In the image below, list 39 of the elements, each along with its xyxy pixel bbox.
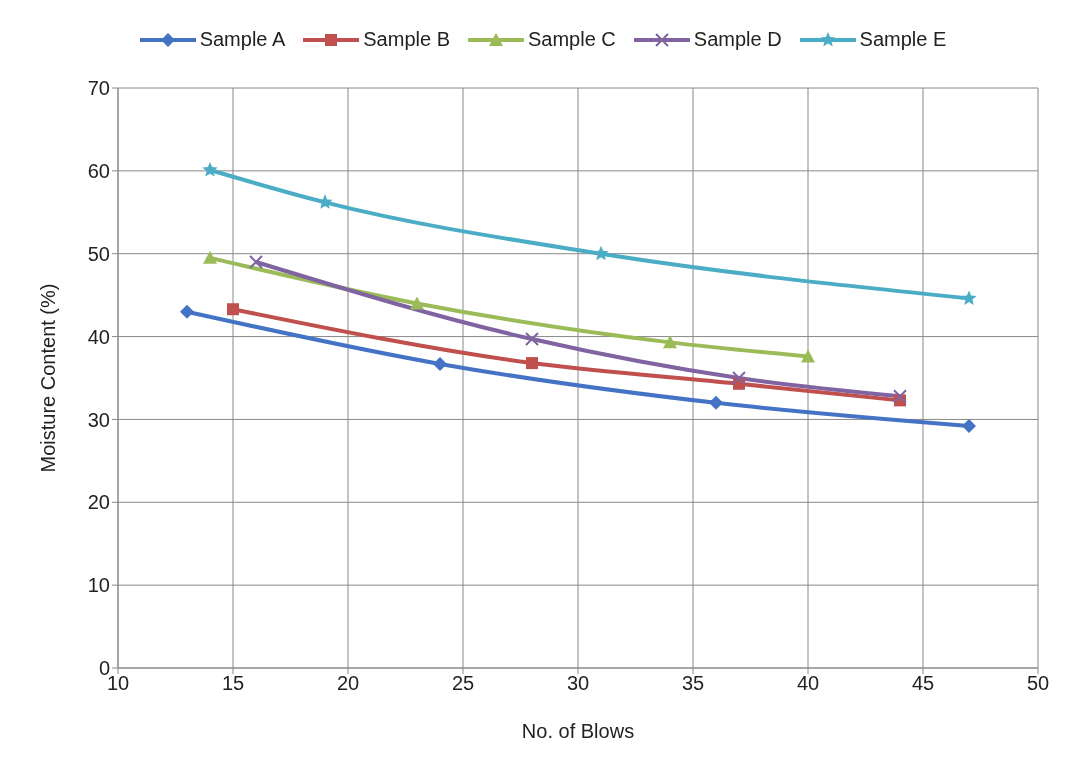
point [202, 162, 218, 177]
point [709, 395, 723, 410]
point [180, 304, 194, 319]
point [801, 349, 815, 363]
x-axis-title: No. of Blows [521, 720, 635, 742]
point [893, 389, 907, 404]
point [433, 356, 447, 371]
y-tick-label: 50 [87, 242, 110, 265]
legend-label: Sample E [858, 28, 947, 51]
x-tick-label: 35 [681, 672, 705, 695]
point [203, 250, 217, 264]
y-tick-label: 0 [98, 657, 110, 680]
point [410, 296, 424, 310]
y-tick-label: 30 [87, 408, 110, 431]
point [526, 357, 538, 370]
legend-label: Sample C [527, 28, 616, 51]
x-tick-label: 30 [566, 672, 590, 695]
point [962, 419, 976, 434]
y-tick-label: 70 [87, 77, 110, 100]
legend-label: Sample A [198, 28, 286, 51]
point [227, 303, 239, 316]
y-tick-label: 10 [87, 574, 110, 597]
point [249, 255, 263, 269]
point [525, 332, 539, 347]
y-tick-label: 60 [87, 159, 110, 182]
x-tick-label: 25 [451, 672, 475, 695]
y-tick-label: 40 [87, 325, 110, 348]
legend-label: Sample D [692, 28, 782, 51]
x-tick-label: 40 [796, 672, 820, 695]
x-tick-label: 50 [1026, 672, 1050, 695]
y-tick-label: 20 [87, 491, 110, 514]
point [732, 371, 746, 385]
y-axis-title: Moisture Content (%) [37, 283, 60, 473]
legend-label: Sample B [362, 28, 450, 51]
point [663, 335, 677, 349]
x-tick-label: 20 [336, 672, 360, 695]
x-tick-label: 15 [221, 672, 245, 695]
x-tick-label: 45 [911, 672, 935, 695]
point [961, 290, 977, 305]
